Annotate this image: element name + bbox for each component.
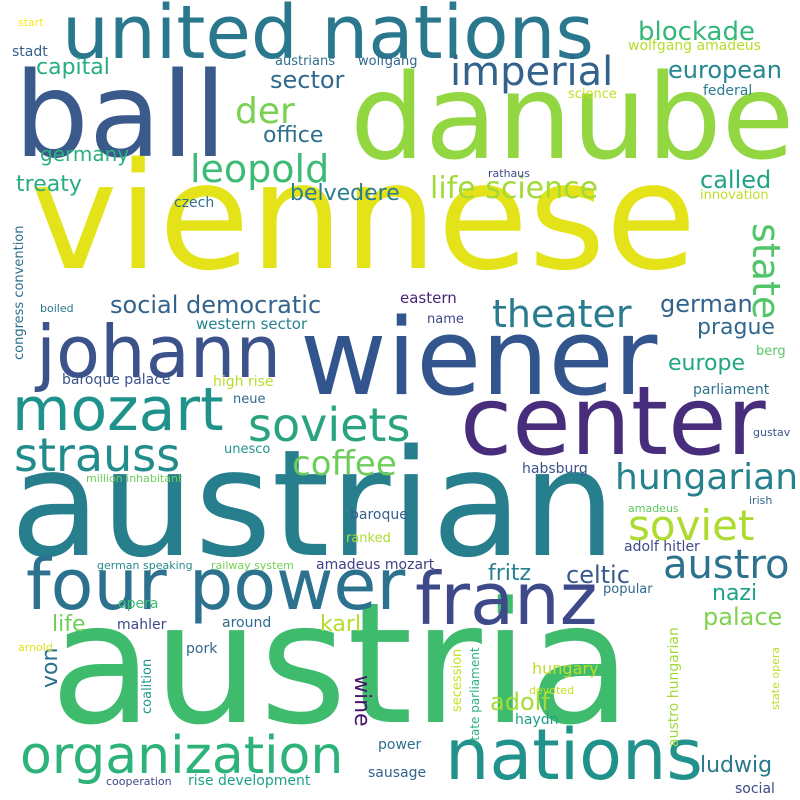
word-start: start [18,16,44,29]
word-congress-convention: congress convention [12,225,27,360]
word-adolf-hitler: adolf hitler [624,539,700,555]
word-hungary: hungary [532,659,599,678]
word-state-opera: state opera [769,646,782,710]
word-austrian: austrian [10,418,617,590]
word-germany: germany [40,142,130,166]
word-ranked: ranked [346,531,391,546]
word-nazi: nazi [712,581,758,606]
word-cooperation: cooperation [106,775,172,788]
word-pork: pork [186,641,218,657]
word-unesco: unesco [224,442,271,457]
word-united-nations: united nations [62,0,594,76]
word-wine: wine [349,675,374,727]
word-imperial: imperial [450,49,614,95]
word-austro-hungarian: austro hungarian [666,627,682,747]
word-blockade: blockade [638,17,755,47]
word-name: name [427,312,464,327]
word-life: life [52,612,86,637]
word-center: center [460,367,766,477]
word-wiener: wiener [300,296,658,419]
word-office: office [263,123,324,148]
word-ludwig: ludwig [700,753,773,778]
word-high-rise: high rise [213,374,274,390]
word-gustav: gustav [753,426,791,439]
word-wolfgang: wolfgang [358,54,418,69]
word-german: german [660,290,753,318]
word-ball: ball [14,46,227,184]
word-eastern: eastern [400,289,457,307]
word-rathaus: rathaus [488,167,530,180]
word-adolf: adolf [490,688,550,716]
word-prague: prague [697,315,775,340]
word-german-speaking: german speaking [97,559,193,572]
word-sausage: sausage [368,765,427,781]
word-haydn: haydn [515,712,559,728]
word-wolfgang-amadeus: wolfgang amadeus [628,38,761,54]
word-european: european [668,56,782,84]
word-science: science [568,87,617,102]
word-parliament: parliament [693,382,770,398]
word-million-inhabitant: million inhabitant [86,472,183,485]
word-opera: opera [118,596,159,612]
word-sector: sector [270,66,345,94]
word-franz: franz [415,557,598,641]
word-der: der [235,91,295,132]
word-berg: berg [756,344,786,359]
word-habsburg: habsburg [522,461,588,477]
word-europe: europe [668,351,745,376]
word-austria: austria [50,566,632,762]
word-rise-development: rise development [188,773,311,789]
word-secession: secession [450,648,465,712]
word-around: around [222,615,272,631]
word-soviet: soviet [628,501,755,550]
word-amadeus: amadeus [628,502,679,515]
word-austro: austro [663,542,790,588]
word-johann: johann [36,310,282,394]
word-nations: nations [445,714,703,796]
word-social-democratic: social democratic [110,291,322,319]
word-austrians: austrians [275,54,336,69]
word-soviets: soviets [248,398,411,452]
word-called: called [700,166,772,194]
word-irish: irish [749,494,773,507]
word-belvedere: belvedere [290,181,400,206]
word-social: social [735,781,775,797]
word-life-science: life science [430,171,599,206]
word-innovation: innovation [700,188,769,203]
word-federal: federal [703,83,753,99]
word-leopold: leopold [190,147,330,191]
word-power: power [378,737,422,753]
word-danube: danube [350,48,795,186]
word-theater: theater [492,292,632,336]
word-coalition: coalition [140,658,155,714]
word-strauss: strauss [14,428,181,482]
word-stadt: stadt [12,44,48,60]
word-hungarian: hungarian [615,457,799,498]
word-neue: neue [233,392,266,407]
word-four-power: four power [26,544,406,626]
word-mozart: mozart [12,375,224,445]
word-state-parliament: state parliament [468,647,482,747]
word-fritz: fritz [488,561,532,586]
word-baroque: baroque [350,507,408,523]
word-railway-system: railway system [211,559,294,572]
word-czech: czech [174,195,215,211]
word-baroque-palace: baroque palace [62,372,171,388]
word-treaty: treaty [16,172,82,197]
word-karl: karl [320,612,361,637]
word-amadeus-mozart: amadeus mozart [316,557,435,573]
word-capital: capital [36,55,110,80]
word-mahler: mahler [117,617,167,633]
word-viennese: viennese [30,131,697,303]
word-western-sector: western sector [196,315,308,333]
word-devoted: devoted [529,684,575,697]
word-arnold: arnold [18,641,53,654]
word-palace: palace [703,603,783,631]
word-popular: popular [603,582,653,597]
word-organization: organization [20,726,344,786]
word-celtic: celtic [566,561,630,589]
word-boiled: boiled [40,302,74,315]
word-coffee: coffee [292,444,397,484]
